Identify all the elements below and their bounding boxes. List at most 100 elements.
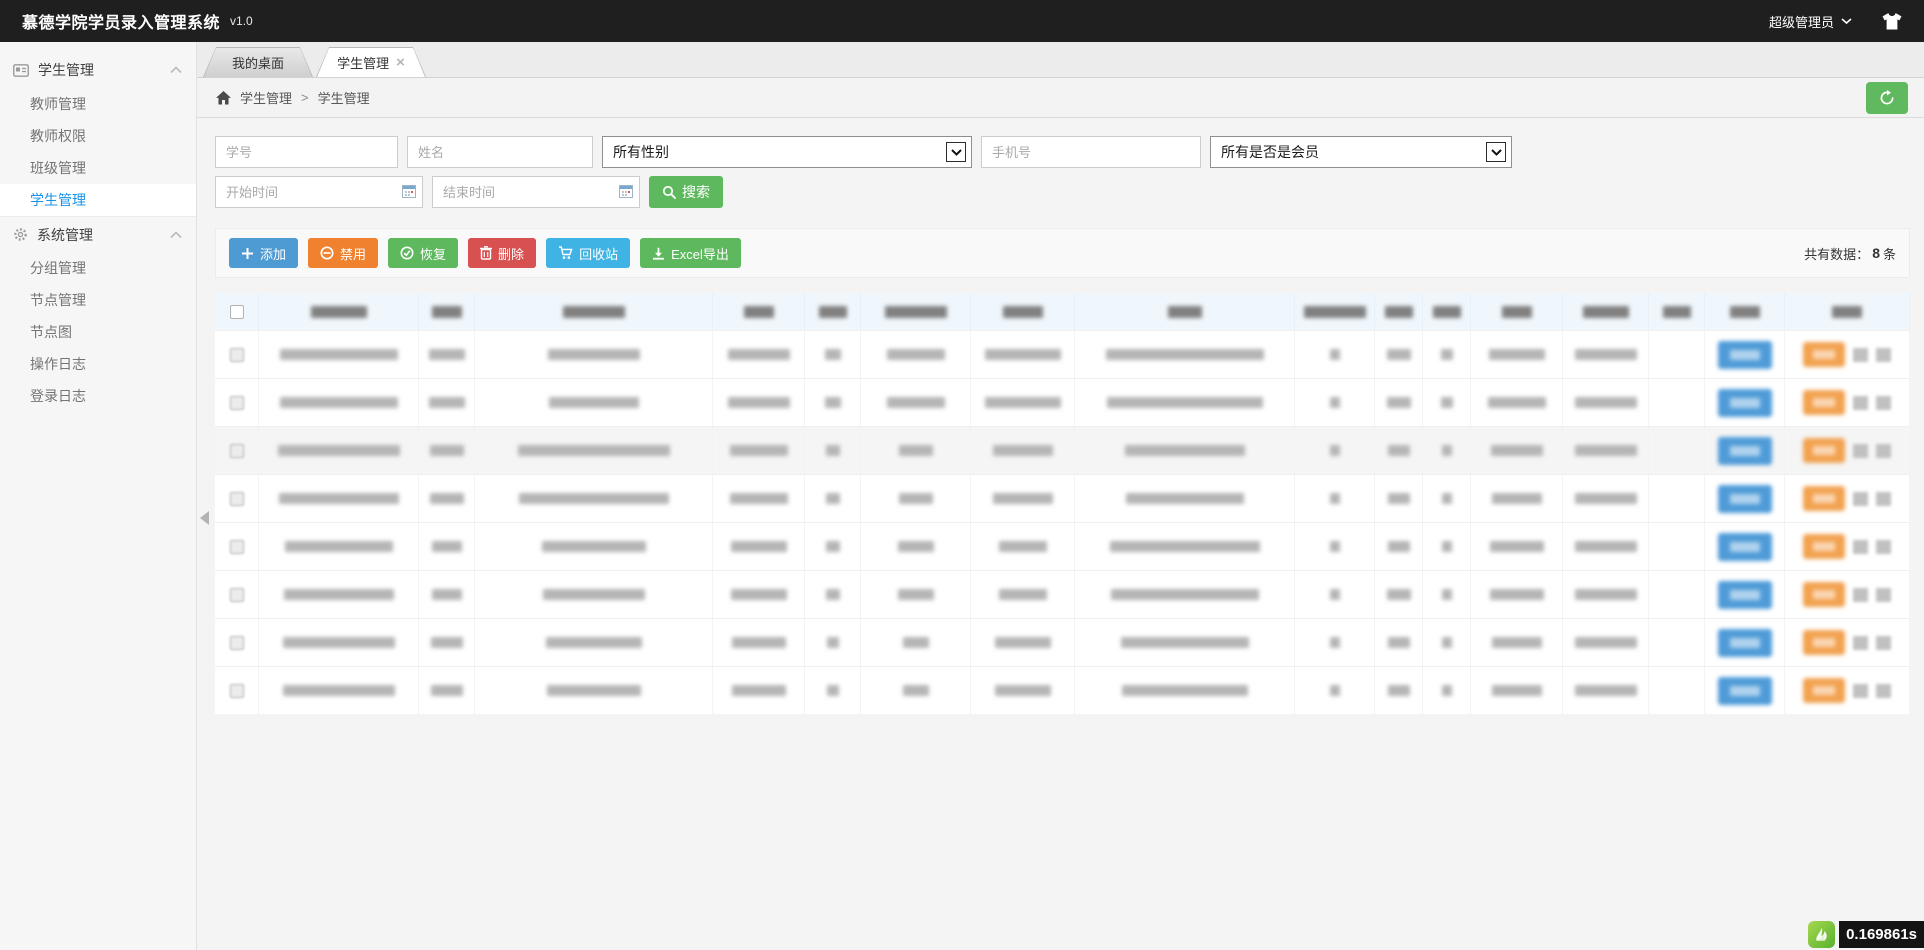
redacted-action-icon[interactable] <box>1853 683 1868 698</box>
redacted-primary-action-button[interactable] <box>1717 628 1772 657</box>
redacted-secondary-action-button[interactable] <box>1803 486 1845 511</box>
start-time-input[interactable] <box>215 176 423 208</box>
redacted-cell-text <box>826 685 839 696</box>
redacted-cell-text <box>898 445 933 456</box>
row-checkbox[interactable] <box>229 587 244 602</box>
row-checkbox[interactable] <box>229 443 244 458</box>
redacted-secondary-action-button[interactable] <box>1803 630 1845 655</box>
redacted-action-icon[interactable] <box>1876 587 1891 602</box>
redacted-action-icon[interactable] <box>1876 491 1891 506</box>
row-checkbox[interactable] <box>229 491 244 506</box>
table-cell <box>1563 379 1649 426</box>
回收站-button[interactable]: 回收站 <box>546 238 631 268</box>
sidebar-item-学生管理[interactable]: 学生管理 <box>0 184 196 216</box>
redacted-action-icon[interactable] <box>1876 395 1891 410</box>
name-input[interactable] <box>407 136 593 168</box>
table-cell <box>1295 331 1375 378</box>
row-checkbox[interactable] <box>229 683 244 698</box>
breadcrumb-item-parent[interactable]: 学生管理 <box>240 91 293 106</box>
row-checkbox[interactable] <box>229 539 244 554</box>
redacted-secondary-action-button[interactable] <box>1803 534 1845 559</box>
redacted-primary-action-button[interactable] <box>1717 484 1772 513</box>
row-action-cell <box>1705 571 1785 618</box>
exec-time-badge: 0.169861s <box>1808 921 1924 948</box>
redacted-action-icon[interactable] <box>1853 443 1868 458</box>
恢复-button[interactable]: 恢复 <box>388 238 459 268</box>
sidebar-item-节点图[interactable]: 节点图 <box>0 316 196 348</box>
phone-input[interactable] <box>981 136 1201 168</box>
select-all-checkbox[interactable] <box>229 304 244 319</box>
redacted-action-icon[interactable] <box>1853 347 1868 362</box>
redacted-action-icon[interactable] <box>1876 683 1891 698</box>
tab-我的桌面[interactable]: 我的桌面 <box>203 47 313 77</box>
close-icon[interactable]: × <box>396 54 405 71</box>
table-cell <box>805 523 861 570</box>
redacted-secondary-action-button[interactable] <box>1803 438 1845 463</box>
excel-export-button[interactable]: Excel导出 <box>640 238 741 268</box>
exec-time-value: 0.169861s <box>1839 921 1924 948</box>
sidebar-item-操作日志[interactable]: 操作日志 <box>0 348 196 380</box>
添加-button[interactable]: 添加 <box>229 238 299 268</box>
redacted-action-icon[interactable] <box>1876 635 1891 650</box>
redacted-action-icon[interactable] <box>1853 587 1868 602</box>
redacted-cell-text <box>542 589 645 600</box>
tab-学生管理[interactable]: 学生管理 × <box>316 47 426 77</box>
redacted-action-icon[interactable] <box>1853 635 1868 650</box>
button-label: 禁用 <box>340 246 367 262</box>
search-button[interactable]: 搜索 <box>649 176 723 208</box>
redacted-action-icon[interactable] <box>1876 539 1891 554</box>
redacted-cell-text <box>824 397 841 408</box>
row-checkbox-cell <box>215 379 259 426</box>
sidebar-item-班级管理[interactable]: 班级管理 <box>0 152 196 184</box>
theme-shirt-icon[interactable] <box>1882 12 1902 30</box>
member-select[interactable]: 所有是否是会员 <box>1210 136 1512 168</box>
student-id-input[interactable] <box>215 136 398 168</box>
row-checkbox[interactable] <box>229 635 244 650</box>
redacted-action-icon[interactable] <box>1853 395 1868 410</box>
sidebar-item-教师管理[interactable]: 教师管理 <box>0 88 196 120</box>
row-action-cell <box>1785 427 1910 474</box>
redacted-primary-action-button[interactable] <box>1717 388 1772 417</box>
sidebar-collapse-handle[interactable] <box>197 494 212 542</box>
redacted-action-icon[interactable] <box>1853 491 1868 506</box>
sidebar-item-教师权限[interactable]: 教师权限 <box>0 120 196 152</box>
redacted-secondary-action-button[interactable] <box>1803 342 1845 367</box>
end-time-input[interactable] <box>432 176 640 208</box>
table-row <box>215 378 1910 426</box>
table-cell <box>1295 571 1375 618</box>
禁用-button[interactable]: 禁用 <box>308 238 379 268</box>
redacted-action-icon[interactable] <box>1876 443 1891 458</box>
redacted-action-icon[interactable] <box>1876 347 1891 362</box>
redacted-cell-text <box>1574 637 1637 648</box>
redacted-secondary-action-button[interactable] <box>1803 390 1845 415</box>
refresh-button[interactable] <box>1866 81 1908 114</box>
sidebar-item-分组管理[interactable]: 分组管理 <box>0 252 196 284</box>
删除-button[interactable]: 删除 <box>468 238 537 268</box>
row-checkbox[interactable] <box>229 395 244 410</box>
select-arrow-icon <box>946 142 966 162</box>
redacted-secondary-action-button[interactable] <box>1803 678 1845 703</box>
redacted-primary-action-button[interactable] <box>1717 580 1772 609</box>
redacted-action-icon[interactable] <box>1853 539 1868 554</box>
sidebar-group-1[interactable]: 学生管理 <box>0 52 196 88</box>
calendar-icon[interactable] <box>619 185 633 198</box>
breadcrumb-item-current[interactable]: 学生管理 <box>317 91 370 106</box>
row-checkbox[interactable] <box>229 347 244 362</box>
calendar-icon[interactable] <box>402 185 416 198</box>
table-cell <box>805 475 861 522</box>
breadcrumb-separator: > <box>301 90 309 105</box>
user-menu[interactable]: 超级管理员 <box>1769 12 1852 31</box>
redacted-primary-action-button[interactable] <box>1717 532 1772 561</box>
gender-select[interactable]: 所有性别 <box>602 136 972 168</box>
redacted-cell-text <box>546 685 641 696</box>
header-cell <box>805 293 861 330</box>
redacted-primary-action-button[interactable] <box>1717 436 1772 465</box>
sidebar-item-节点管理[interactable]: 节点管理 <box>0 284 196 316</box>
redacted-primary-action-button[interactable] <box>1717 676 1772 705</box>
row-action-cell <box>1705 523 1785 570</box>
sidebar-item-登录日志[interactable]: 登录日志 <box>0 380 196 412</box>
redacted-header-text <box>1662 305 1691 318</box>
redacted-primary-action-button[interactable] <box>1717 340 1772 369</box>
sidebar-group-2[interactable]: 系统管理 <box>0 216 196 252</box>
redacted-secondary-action-button[interactable] <box>1803 582 1845 607</box>
